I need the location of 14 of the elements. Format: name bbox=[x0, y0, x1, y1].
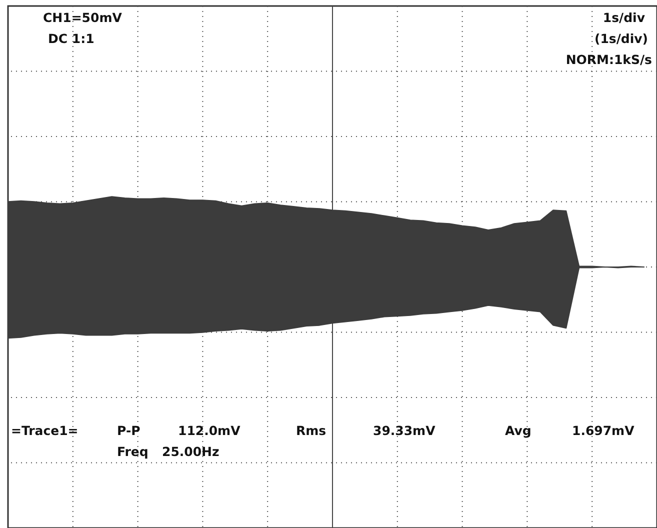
text: 25.00Hz bbox=[162, 444, 220, 459]
text: =Trace1= bbox=[11, 423, 78, 438]
text: Avg bbox=[505, 423, 532, 438]
text: 1s/div bbox=[602, 10, 645, 25]
text: DC 1:1 bbox=[48, 31, 94, 46]
text: 112.0mV bbox=[178, 423, 241, 438]
text: Rms bbox=[296, 423, 326, 438]
text: NORM:1kS/s bbox=[566, 52, 652, 67]
text: CH1=50mV bbox=[43, 10, 122, 25]
text: 1.697mV bbox=[572, 423, 635, 438]
text: P-P bbox=[117, 423, 140, 438]
text: (1s/div) bbox=[594, 31, 648, 46]
text: Freq bbox=[117, 444, 148, 459]
text: 39.33mV bbox=[373, 423, 436, 438]
